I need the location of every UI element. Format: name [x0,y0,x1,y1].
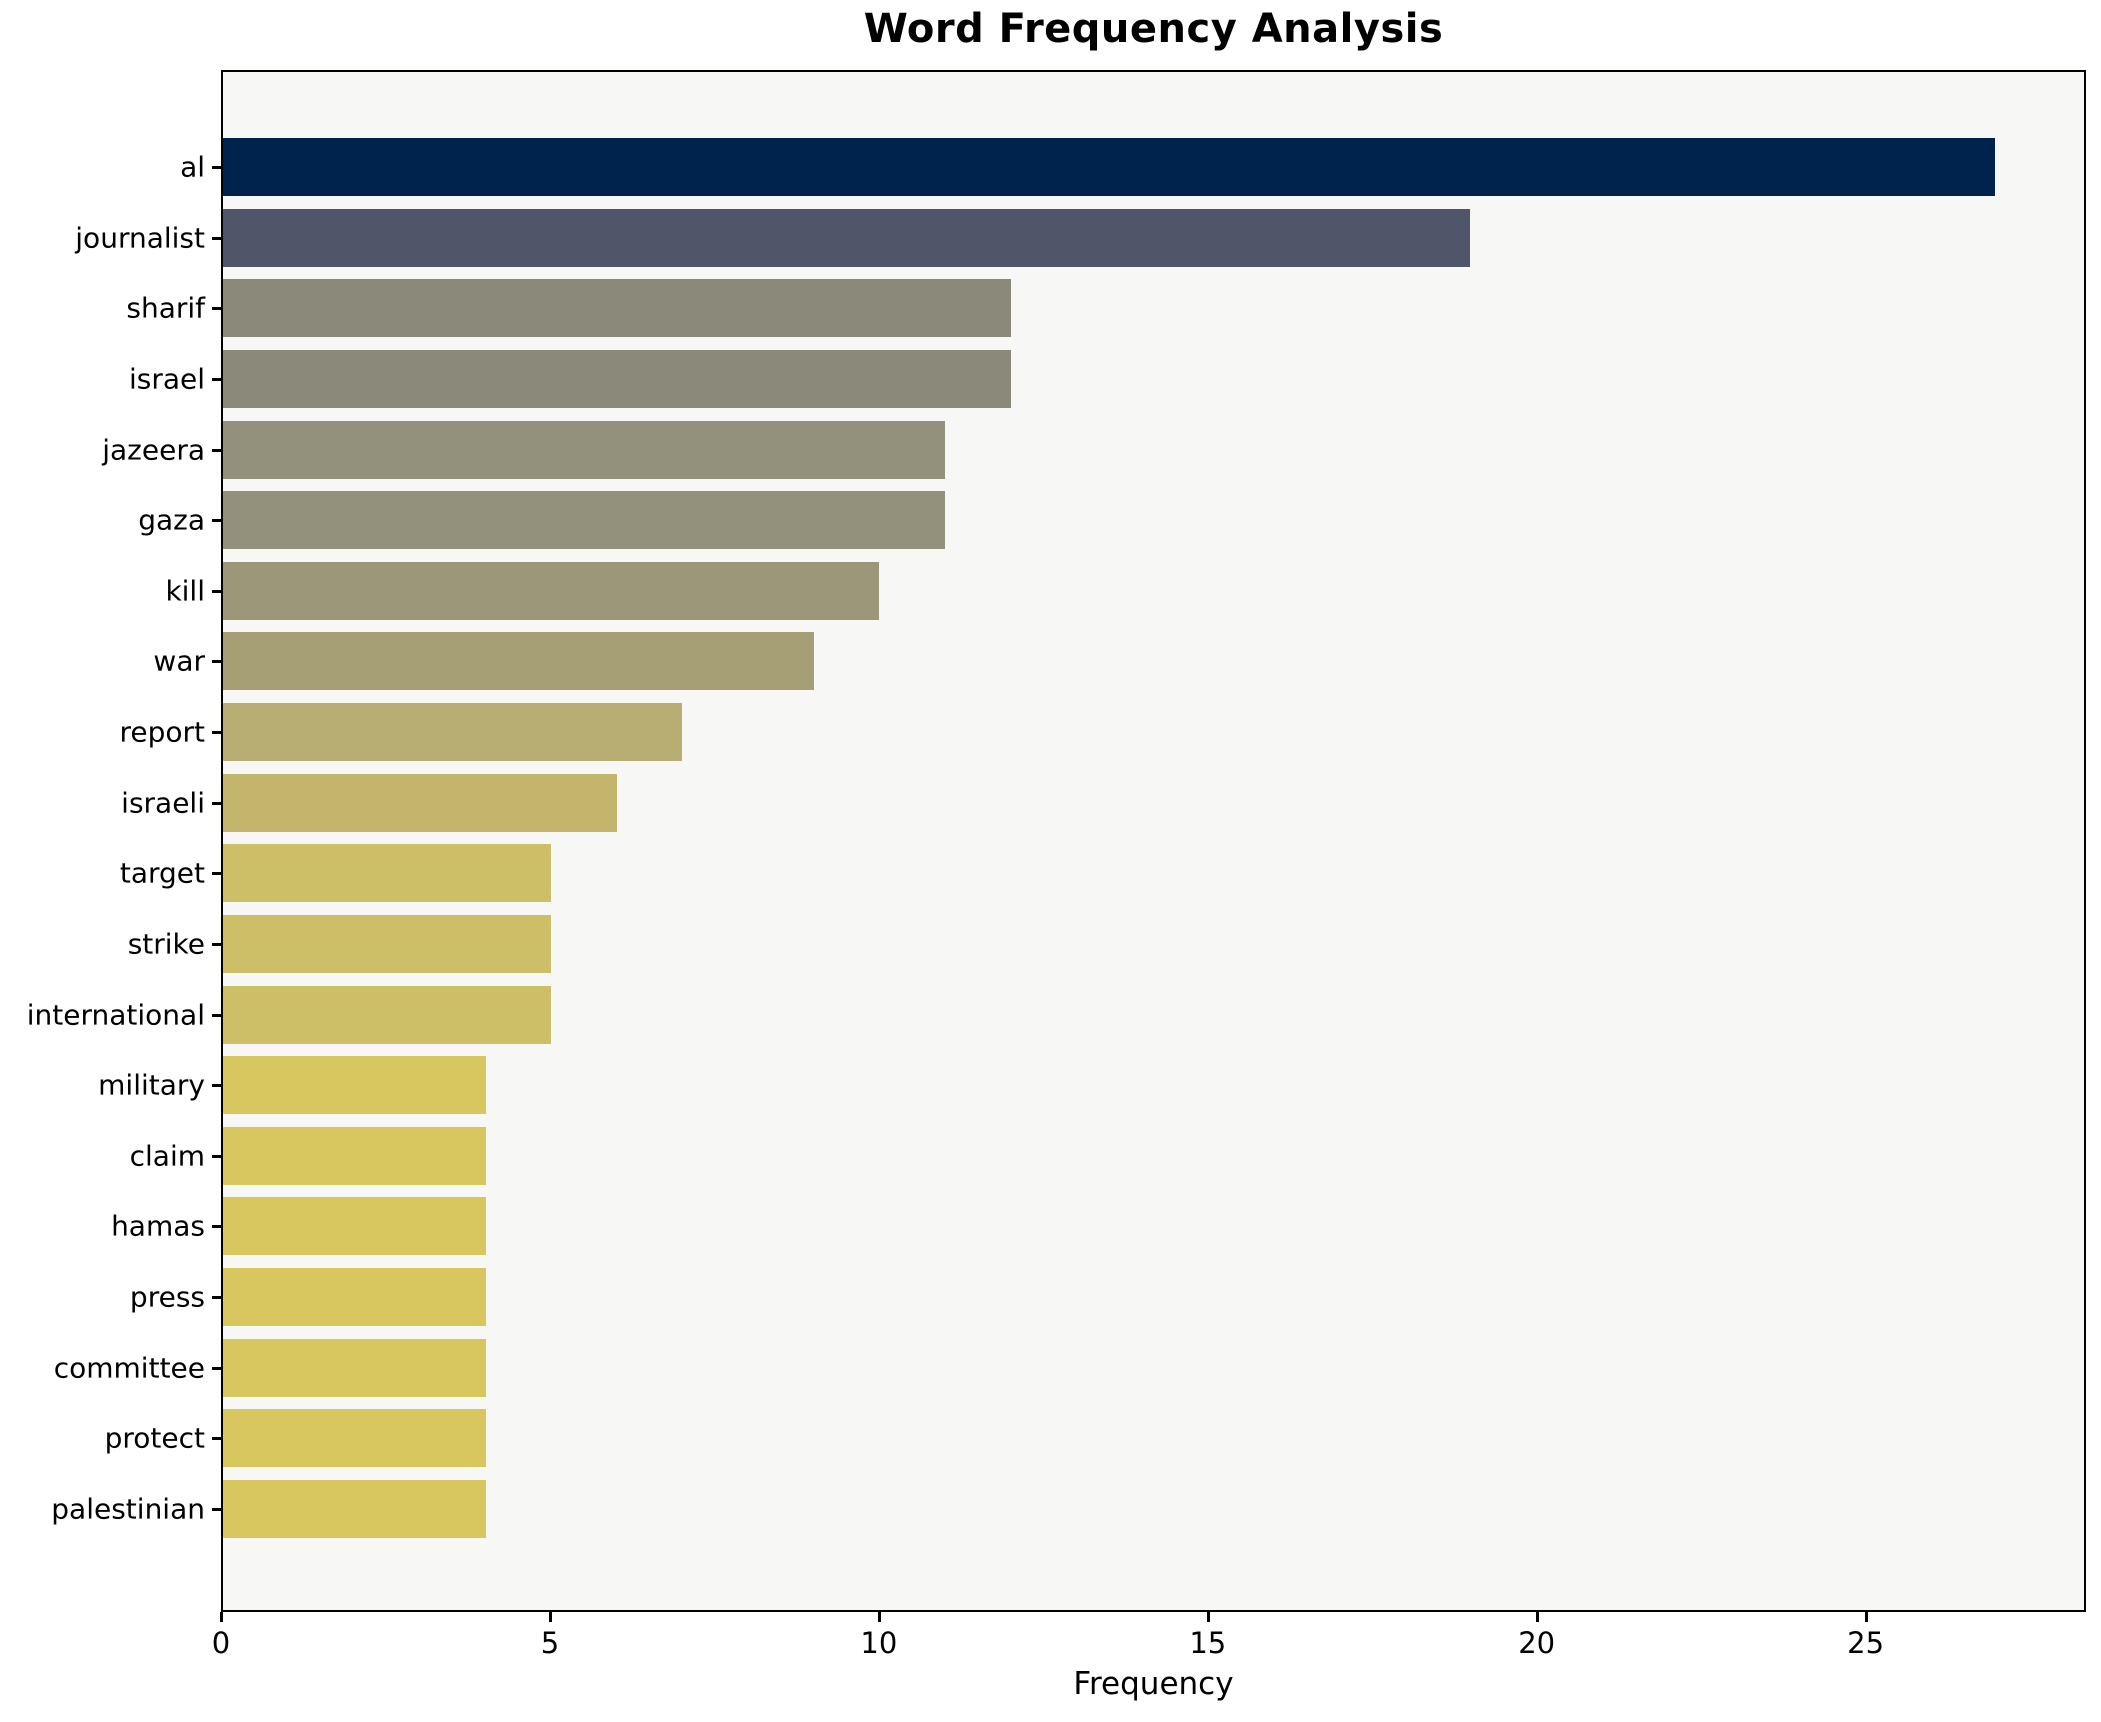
y-tick-label: hamas [111,1209,205,1243]
bar [223,279,1011,338]
x-tick-mark [877,1612,881,1622]
y-tick-label: al [180,150,205,184]
y-tick-label: press [129,1280,205,1314]
x-tick-mark [548,1612,552,1622]
bar [223,420,946,479]
bar-row: gaza [138,491,2084,550]
bar-row: palestinian [51,1479,2084,1538]
bar [223,1197,486,1256]
y-tick-label: palestinian [51,1492,205,1526]
y-tick-mark [212,1013,221,1017]
bar-row: international [27,985,2084,1044]
x-tick-label: 25 [1847,1626,1885,1660]
y-tick-mark [212,307,221,311]
bar [223,138,1996,196]
y-tick-mark [212,1437,221,1441]
y-tick-mark [212,731,221,734]
y-tick-mark [212,801,221,805]
x-tick-mark [1864,1612,1868,1622]
y-tick-mark [212,1225,221,1229]
bar [223,349,1011,408]
x-tick-label: 10 [860,1626,898,1660]
bar [223,1056,486,1115]
bar [223,1338,486,1397]
y-tick-label: military [98,1068,205,1102]
x-tick-label: 0 [211,1626,231,1660]
y-tick-label: journalist [75,221,205,255]
y-tick-mark [212,377,221,381]
y-tick-mark [212,236,221,240]
x-tick-mark [1535,1612,1539,1622]
bar-row: war [153,632,2084,691]
bar-row: protect [105,1409,2084,1468]
bar [223,985,552,1044]
bar-row: kill [165,561,2084,620]
y-tick-mark [212,589,221,593]
chart-title: Word Frequency Analysis [863,6,1444,52]
bar-row: military [98,1056,2084,1115]
x-tick-mark [220,1612,223,1622]
y-tick-label: jazeera [102,433,205,466]
bar [223,773,617,832]
bar [223,1479,486,1538]
y-tick-mark [212,872,221,876]
bar [223,914,552,973]
y-tick-label: committee [53,1351,205,1385]
x-axis: 0 5 10 15 20 25 [212,1612,2086,1722]
x-axis-label: Frequency [1073,1666,1234,1702]
bar-row: report [119,703,2084,761]
plot-area: al journalist sharif israel jazeera gaza kill w… [27,70,2086,1612]
bar-row: jazeera [102,420,2084,479]
bar [223,703,683,761]
y-tick-label: gaza [138,503,205,537]
y-tick-label: israeli [121,786,205,820]
y-tick-mark [212,1084,221,1088]
y-tick-label: protect [104,1421,205,1455]
y-tick-mark [212,1154,221,1158]
bar-row: target [120,844,2084,903]
y-tick-mark [212,1366,221,1370]
y-tick-mark [212,942,221,946]
bar-rows-container: al journalist sharif israel jazeera gaza kill w… [27,138,2084,1538]
x-tick-mark [1206,1612,1210,1622]
bar-row: claim [130,1126,2084,1185]
y-tick-mark [212,448,221,452]
y-tick-mark [212,660,221,664]
bar-row: committee [54,1338,2084,1397]
y-tick-mark [212,1507,221,1511]
bar-row: israel [129,349,2084,408]
y-tick-label: strike [127,927,205,961]
y-tick-label: sharif [126,291,205,325]
bar [223,844,552,903]
y-tick-label: report [119,715,205,749]
bar [223,1409,486,1468]
bar-row: al [180,138,2084,196]
bar-row: sharif [126,279,2084,338]
y-tick-label: international [26,998,205,1031]
y-tick-label: target [119,856,205,890]
y-tick-label: kill [165,574,205,608]
y-tick-label: claim [129,1139,205,1173]
y-tick-mark [212,1296,221,1299]
x-tick-label: 20 [1518,1626,1556,1660]
x-tick-label: 5 [540,1626,560,1660]
y-tick-mark [212,166,221,169]
bar [223,632,814,691]
bar [223,1126,486,1185]
bar [223,208,1471,267]
x-tick-label: 15 [1189,1626,1227,1660]
bar-row: israeli [121,773,2084,832]
y-tick-mark [212,519,221,523]
bar [223,491,946,550]
bar-row: press [130,1268,2084,1326]
bar-row: journalist [75,208,2084,267]
bar [223,1268,486,1326]
y-tick-label: war [153,644,205,678]
bar-row: hamas [111,1197,2084,1256]
y-tick-label: israel [128,362,205,396]
bar-row: strike [128,914,2084,973]
bar [223,561,880,620]
